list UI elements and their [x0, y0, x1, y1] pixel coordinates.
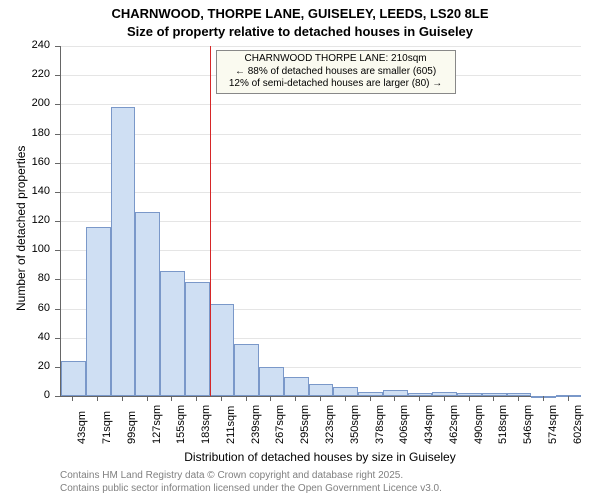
histogram-bar: [61, 361, 86, 396]
x-tick-label: 350sqm: [349, 405, 361, 444]
annotation-line1: CHARNWOOD THORPE LANE: 210sqm: [221, 53, 451, 66]
histogram-bar: [432, 392, 457, 396]
histogram-bar: [457, 393, 482, 396]
x-tick-label: 406sqm: [398, 405, 410, 444]
x-tick-label: 267sqm: [274, 405, 286, 444]
histogram-bar: [135, 212, 160, 396]
histogram-bar: [531, 396, 556, 398]
y-tick-label: 120: [0, 214, 50, 226]
x-tick-label: 378sqm: [374, 405, 386, 444]
y-tick-label: 200: [0, 97, 50, 109]
chart-title-line2: Size of property relative to detached ho…: [0, 24, 600, 39]
histogram-bar: [185, 282, 210, 396]
chart-title-line1: CHARNWOOD, THORPE LANE, GUISELEY, LEEDS,…: [0, 6, 600, 21]
histogram-bar: [86, 227, 111, 396]
x-tick-label: 518sqm: [497, 405, 509, 444]
x-tick-label: 155sqm: [175, 405, 187, 444]
histogram-bar: [160, 271, 185, 396]
x-tick-label: 183sqm: [200, 405, 212, 444]
y-tick-label: 160: [0, 156, 50, 168]
histogram-bar: [259, 367, 284, 396]
x-tick-label: 71sqm: [101, 411, 113, 444]
histogram-bar: [210, 304, 235, 396]
histogram-bar: [333, 387, 358, 396]
attribution-line1: Contains HM Land Registry data © Crown c…: [60, 470, 442, 483]
x-tick-label: 574sqm: [547, 405, 559, 444]
x-tick-label: 43sqm: [76, 411, 88, 444]
x-tick-label: 434sqm: [423, 405, 435, 444]
x-tick-label: 602sqm: [572, 405, 584, 444]
y-tick-label: 20: [0, 360, 50, 372]
x-tick-label: 99sqm: [126, 411, 138, 444]
reference-line: [210, 46, 211, 396]
histogram-bar: [284, 377, 309, 396]
x-tick-label: 239sqm: [250, 405, 262, 444]
y-tick-label: 180: [0, 127, 50, 139]
annotation-box: CHARNWOOD THORPE LANE: 210sqm ← 88% of d…: [216, 50, 456, 94]
x-tick-label: 462sqm: [448, 405, 460, 444]
histogram-bar: [234, 344, 259, 397]
y-tick-label: 100: [0, 243, 50, 255]
y-tick-label: 140: [0, 185, 50, 197]
histogram-bar: [309, 384, 334, 396]
plot-area: CHARNWOOD THORPE LANE: 210sqm ← 88% of d…: [60, 46, 581, 397]
annotation-line2: ← 88% of detached houses are smaller (60…: [221, 66, 451, 79]
y-tick-label: 80: [0, 272, 50, 284]
x-axis-label: Distribution of detached houses by size …: [60, 450, 580, 464]
attribution-line2: Contains public sector information licen…: [60, 483, 442, 496]
annotation-line3: 12% of semi-detached houses are larger (…: [221, 78, 451, 91]
x-tick-label: 490sqm: [473, 405, 485, 444]
y-axis-label: Number of detached properties: [14, 146, 28, 311]
attribution: Contains HM Land Registry data © Crown c…: [60, 470, 442, 495]
y-tick-label: 220: [0, 68, 50, 80]
histogram-bar: [556, 395, 581, 397]
histogram-bar: [111, 107, 136, 396]
y-tick-label: 40: [0, 331, 50, 343]
x-tick-label: 323sqm: [324, 405, 336, 444]
histogram-chart: CHARNWOOD, THORPE LANE, GUISELEY, LEEDS,…: [0, 0, 600, 500]
x-tick-label: 127sqm: [151, 405, 163, 444]
histogram-bar: [358, 392, 383, 396]
x-tick-label: 295sqm: [299, 405, 311, 444]
y-tick-label: 0: [0, 389, 50, 401]
y-tick-label: 240: [0, 39, 50, 51]
x-tick-label: 211sqm: [225, 406, 237, 444]
y-tick-label: 60: [0, 302, 50, 314]
x-tick-label: 546sqm: [522, 405, 534, 444]
